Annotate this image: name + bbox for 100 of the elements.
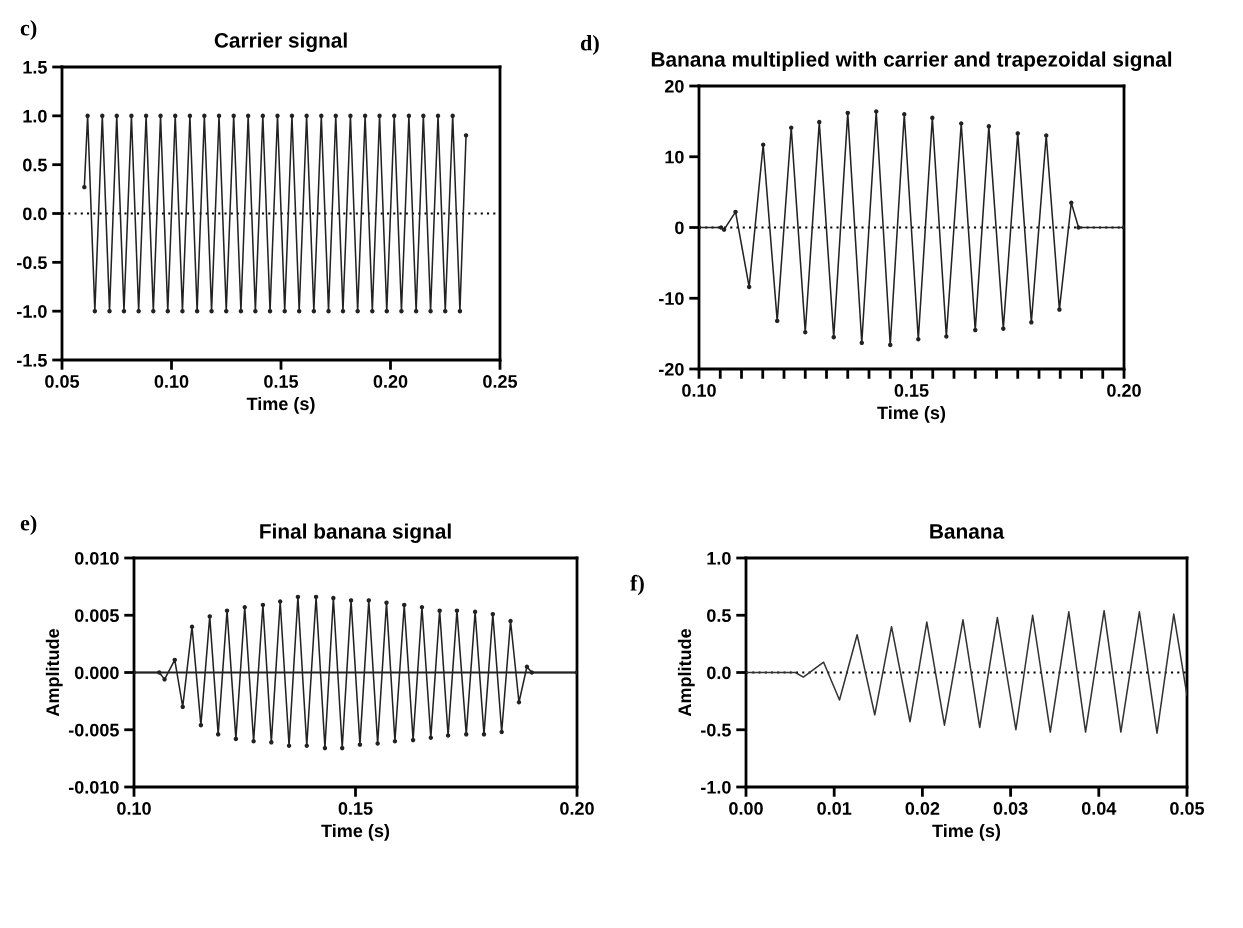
y-tick-label: 1.5: [23, 61, 47, 74]
x-axis-title: Time (s): [246, 396, 315, 414]
text: c): [20, 19, 37, 41]
point: [454, 608, 460, 613]
point: [450, 113, 455, 119]
point: [215, 732, 221, 737]
chart-title: Final banana signal: [260, 523, 451, 543]
line-series: [746, 609, 1187, 734]
point: [304, 743, 309, 749]
x-tick-label: 0.10: [117, 802, 151, 815]
point: [930, 115, 935, 121]
x-axis-title: Time (s): [877, 405, 946, 423]
y-axis-title: Amplitude: [677, 628, 695, 717]
y-tick-label: 0.5: [707, 609, 731, 622]
y-tick-label: -0.010: [68, 780, 119, 794]
point: [242, 605, 247, 610]
point: [172, 657, 177, 663]
y-tick-label: 0.000: [74, 666, 119, 680]
point: [845, 110, 850, 116]
point: [202, 113, 207, 119]
point: [157, 670, 162, 675]
point: [224, 608, 230, 613]
point: [165, 308, 170, 314]
y-tick-label: 10: [665, 150, 684, 164]
point: [340, 308, 346, 314]
x-tick-label: 0.02: [905, 802, 940, 815]
y-tick-label: 0.010: [74, 551, 119, 565]
y-tick-label: -1.0: [17, 305, 47, 318]
point: [1121, 225, 1124, 230]
point: [269, 740, 274, 745]
point: [322, 745, 328, 751]
point: [260, 113, 266, 119]
point: [319, 113, 324, 119]
point: [1076, 225, 1081, 230]
point: [1015, 131, 1020, 136]
y-tick-label: 1.0: [23, 109, 47, 123]
point: [189, 624, 195, 629]
y-tick-label: 0.0: [707, 666, 731, 680]
x-tick-label: 0.00: [729, 802, 763, 815]
point: [888, 342, 893, 348]
point: [296, 308, 302, 314]
point: [333, 113, 338, 119]
point: [499, 729, 504, 735]
point: [355, 308, 360, 314]
point: [136, 308, 141, 314]
point: [413, 308, 419, 314]
point: [1001, 326, 1006, 331]
point: [419, 605, 425, 610]
point: [463, 133, 469, 138]
point: [428, 735, 434, 740]
point: [326, 308, 331, 314]
x-tick-label: 0.10: [682, 384, 716, 397]
point: [277, 599, 283, 604]
point: [357, 742, 363, 747]
point: [384, 308, 389, 314]
point: [986, 124, 992, 129]
y-tick-label: 20: [664, 79, 684, 93]
point: [295, 594, 301, 600]
y-tick-label: 1.0: [707, 551, 731, 565]
point: [253, 308, 258, 314]
point: [339, 745, 345, 751]
x-tick-label: 0.10: [154, 375, 189, 388]
point: [859, 340, 864, 346]
x-tick-label: 0.03: [993, 802, 1028, 815]
x-tick-label: 0.15: [338, 802, 373, 815]
point: [251, 738, 256, 744]
y-tick-label: 0.005: [74, 609, 119, 622]
point: [100, 113, 105, 119]
point: [973, 327, 978, 333]
point: [121, 308, 127, 314]
x-tick-label: 0.15: [894, 384, 929, 397]
chart-title: Banana multiplied with carrier and trapezoidal signal: [651, 51, 1172, 71]
point: [245, 113, 251, 119]
point: [384, 600, 389, 605]
point: [508, 618, 513, 624]
point: [82, 184, 87, 190]
point: [209, 308, 214, 314]
point: [443, 308, 448, 314]
point: [304, 113, 309, 119]
point: [406, 113, 412, 119]
point: [524, 664, 530, 669]
point: [529, 670, 535, 675]
point: [107, 308, 112, 314]
y-tick-label: -20: [659, 362, 684, 376]
point: [718, 225, 724, 230]
y-tick-label: -10: [659, 292, 684, 305]
chart-title: Carrier signal: [214, 32, 347, 52]
point: [944, 334, 949, 339]
point: [366, 598, 372, 603]
y-tick-label: 0: [675, 221, 684, 235]
point: [348, 113, 353, 119]
point: [207, 614, 212, 619]
point: [760, 142, 766, 147]
point: [1029, 320, 1034, 325]
point: [399, 308, 404, 314]
point: [143, 113, 149, 119]
x-axis-title: Time (s): [321, 823, 390, 841]
point: [129, 113, 134, 119]
point: [231, 113, 236, 119]
y-tick-label: -0.5: [701, 723, 731, 737]
